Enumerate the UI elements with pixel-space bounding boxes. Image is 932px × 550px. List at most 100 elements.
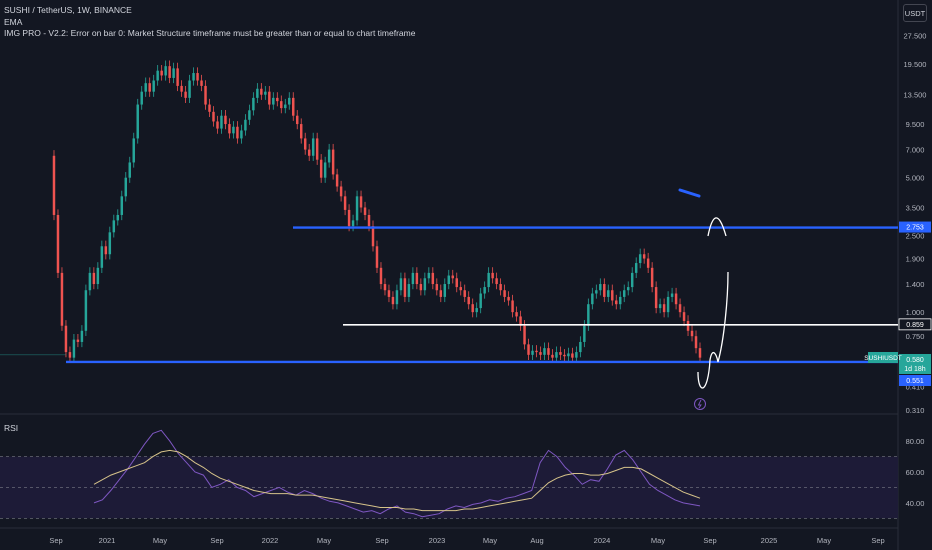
candle-body	[475, 308, 478, 313]
candle-body	[228, 124, 231, 134]
candle-body	[678, 304, 682, 313]
candle-body	[622, 290, 626, 297]
rsi-tick-label: 60.00	[906, 468, 925, 477]
candle-body	[399, 278, 403, 291]
candle-body	[407, 284, 411, 297]
candle-body	[698, 348, 702, 358]
candle-body	[427, 272, 431, 279]
candle-body	[431, 272, 435, 285]
candle-body	[670, 293, 674, 297]
level-tag-0551-text: 0.551	[906, 378, 924, 385]
candle-body	[331, 149, 335, 175]
price-tick-label: 1.400	[906, 280, 925, 289]
candle-body	[650, 267, 654, 288]
candle-body	[646, 258, 650, 268]
candle-body	[240, 130, 243, 139]
time-tick-label: May	[483, 536, 497, 545]
alert-icon-glyph	[697, 399, 702, 409]
candle-body	[68, 352, 72, 358]
candle-body	[523, 325, 526, 345]
candle-body	[375, 246, 379, 268]
price-axis[interactable]: 27.500 19.500 13.500 9.500 7.000 5.000 3.500 2.…	[904, 31, 927, 415]
countdown-tag	[899, 364, 931, 374]
candle-body	[108, 232, 112, 255]
last-price-tag	[899, 354, 931, 365]
candle-body	[116, 214, 120, 221]
candle-body	[176, 68, 179, 86]
price-tick-label: 0.410	[906, 383, 925, 392]
chart-legend: SUSHI / TetherUS, 1W, BINANCE EMA IMG PR…	[4, 5, 415, 40]
time-axis[interactable]: Sep 2021 May Sep 2022 May Sep 2023 May Aug 2024 May…	[49, 536, 884, 545]
candle-body	[491, 272, 494, 279]
ema-indicator-label[interactable]: EMA	[4, 16, 23, 27]
drawings[interactable]	[678, 188, 729, 410]
candle-body	[487, 272, 490, 288]
level-tag-2753-text: 2.753	[906, 225, 924, 232]
rsi-pane-label: RSI	[4, 423, 19, 433]
candle-body	[52, 155, 56, 215]
time-tick-label: Sep	[871, 536, 884, 545]
candle-body	[120, 196, 124, 215]
candle-body	[630, 272, 634, 288]
candle-body	[662, 304, 666, 313]
candle-body	[363, 207, 367, 215]
candle-body	[555, 352, 558, 358]
candle-body	[84, 290, 88, 331]
candle-body	[212, 111, 215, 122]
level-tag-2753	[899, 221, 931, 233]
candle-body	[327, 149, 331, 163]
currency-button[interactable]: USDT	[903, 4, 927, 22]
candle-body	[196, 73, 199, 81]
candle-body	[654, 287, 658, 309]
candle-body	[311, 138, 315, 156]
candle-body	[347, 209, 351, 227]
time-tick-label: Aug	[530, 536, 543, 545]
candle-body	[184, 91, 187, 98]
candle-body	[168, 66, 171, 78]
symbol-title[interactable]: SUSHI / TetherUS, 1W, BINANCE	[4, 5, 132, 15]
candle-body	[248, 110, 251, 120]
time-tick-label: 2024	[594, 536, 611, 545]
candle-body	[467, 296, 470, 305]
candle-body	[339, 186, 343, 197]
time-tick-label: 2025	[761, 536, 778, 545]
rsi-tick-label: 40.00	[906, 499, 925, 508]
candle-body	[603, 284, 606, 297]
rsi-line	[93, 429, 701, 518]
countdown-tag-text: 1d 18h	[904, 366, 926, 373]
rsi-tick-label: 80.00	[906, 437, 925, 446]
price-tick-label: 1.000	[906, 308, 925, 317]
candle-body	[56, 214, 60, 273]
candle-body	[296, 115, 299, 125]
candle-body	[208, 104, 211, 112]
candle-body	[355, 196, 359, 221]
candle-body	[638, 254, 642, 264]
candle-body	[455, 278, 458, 288]
candle-body	[575, 352, 578, 358]
candle-body	[104, 246, 108, 255]
projection-path	[697, 271, 729, 389]
candle-body	[188, 80, 191, 98]
candle-body	[587, 304, 590, 326]
candle-body	[686, 320, 690, 331]
candle-body	[499, 284, 502, 291]
level-lines[interactable]	[0, 226, 898, 364]
price-tick-label: 9.500	[906, 120, 925, 129]
projection-arc	[707, 217, 727, 237]
candle-body	[642, 254, 646, 259]
img-pro-indicator-label[interactable]: IMG PRO - V2.2: Error on bar 0: Market S…	[4, 28, 416, 38]
price-tick-label: 5.000	[906, 174, 925, 183]
time-tick-label: May	[817, 536, 831, 545]
candle-body	[216, 121, 219, 129]
alert-icon	[694, 398, 706, 410]
candle-body	[60, 272, 64, 326]
candle-body	[619, 296, 622, 305]
candle-body	[112, 220, 116, 233]
candle-body	[148, 83, 151, 92]
candle-body	[288, 97, 291, 105]
candle-body	[335, 174, 339, 187]
candle-body	[303, 138, 307, 150]
blue-drawing-stroke	[678, 188, 701, 198]
symbol-tag-text: SUSHIUSDT	[864, 355, 902, 362]
